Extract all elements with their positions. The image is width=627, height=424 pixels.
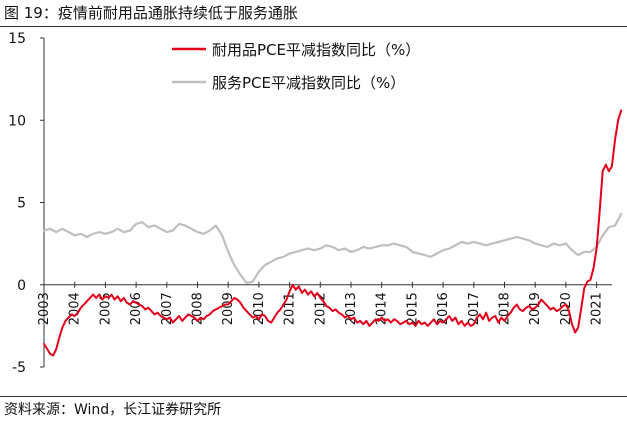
series-line-1 <box>43 109 623 357</box>
x-tick-label: 2021 <box>590 292 605 325</box>
chart-series <box>42 109 623 357</box>
y-tick-label: 5 <box>17 196 26 212</box>
y-tick-label: 10 <box>8 113 26 129</box>
title-rule <box>0 26 627 27</box>
y-tick-label: 0 <box>17 278 26 294</box>
x-tick-label: 2014 <box>375 292 390 325</box>
x-tick-label: 2019 <box>528 292 543 325</box>
legend-label-2: 服务PCE平减指数同比（%） <box>212 74 405 92</box>
x-tick-label: 2011 <box>283 292 298 325</box>
chart-legend: 耐用品PCE平减指数同比（%） 服务PCE平减指数同比（%） <box>172 41 420 92</box>
x-tick-label: 2004 <box>68 292 83 325</box>
x-tick-label: 2012 <box>313 292 328 325</box>
legend-label-1: 耐用品PCE平减指数同比（%） <box>212 41 420 59</box>
x-tick-label: 2016 <box>436 292 451 325</box>
series-line-2 <box>42 212 623 285</box>
source-note: 资料来源：Wind，长江证券研究所 <box>4 402 222 418</box>
x-tick-label: 2015 <box>405 292 420 325</box>
source-rule <box>0 396 627 397</box>
x-tick-label: 2003 <box>37 292 52 325</box>
figure-title: 图 19：疫情前耐用品通胀持续低于服务通胀 <box>4 4 298 22</box>
y-tick-label: 15 <box>8 31 26 47</box>
x-tick-label: 2010 <box>252 292 267 325</box>
x-tick-label: 2017 <box>467 292 482 325</box>
x-tick-label: 2006 <box>129 292 144 325</box>
y-tick-label: -5 <box>12 360 26 376</box>
